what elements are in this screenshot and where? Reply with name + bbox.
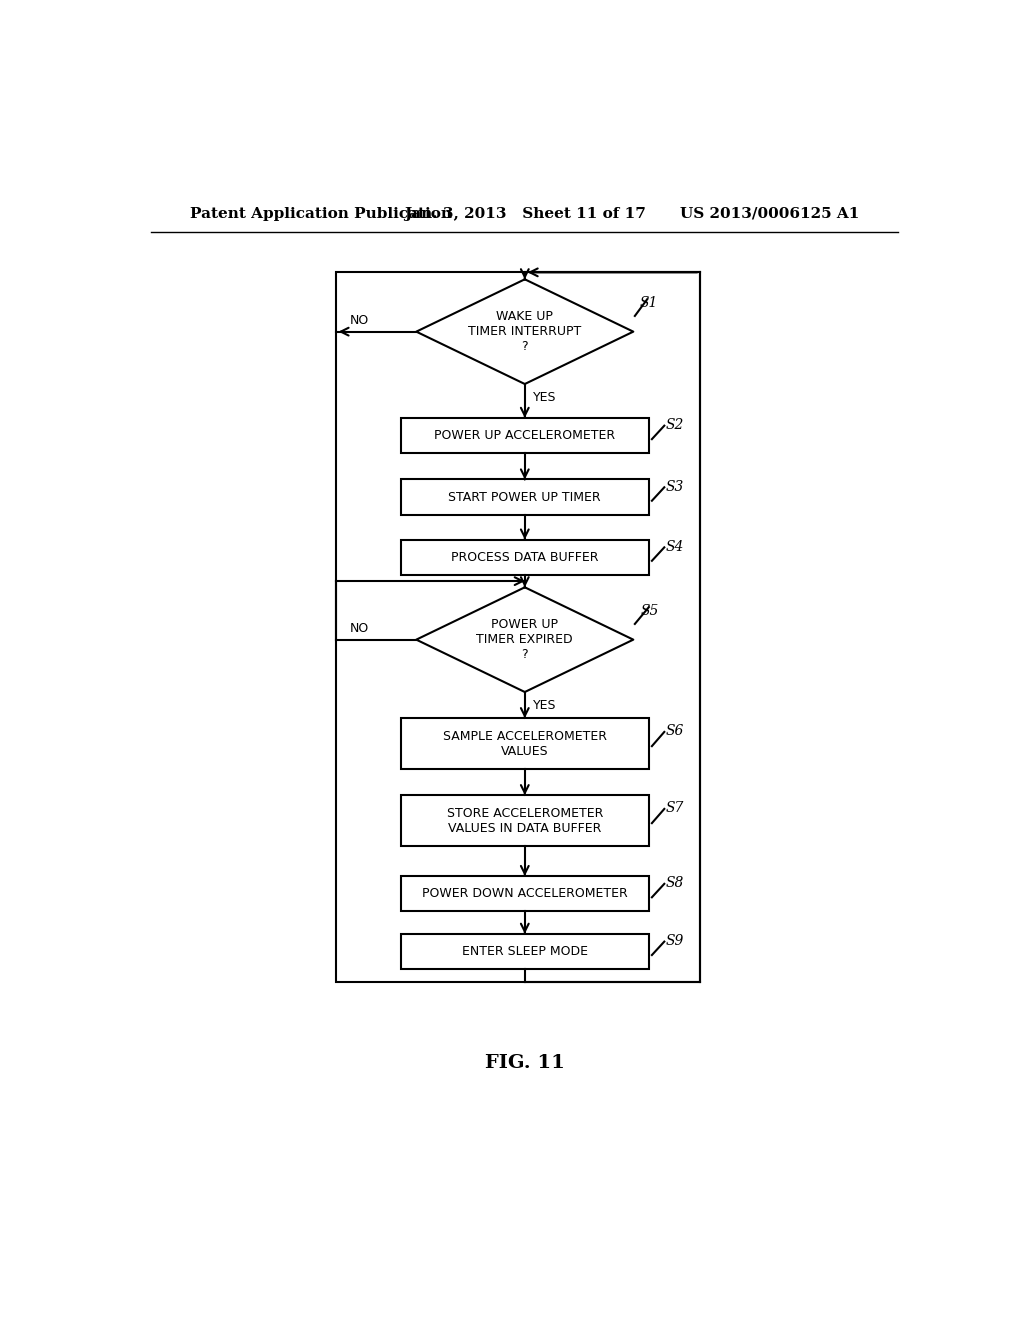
Text: S6: S6 — [666, 723, 684, 738]
Text: S4: S4 — [666, 540, 684, 553]
Text: START POWER UP TIMER: START POWER UP TIMER — [449, 491, 601, 504]
Text: YES: YES — [532, 700, 556, 713]
Text: ENTER SLEEP MODE: ENTER SLEEP MODE — [462, 945, 588, 958]
Text: YES: YES — [532, 391, 556, 404]
Bar — [400, 876, 649, 911]
Text: POWER UP
TIMER EXPIRED
?: POWER UP TIMER EXPIRED ? — [476, 618, 573, 661]
Bar — [400, 540, 649, 576]
Bar — [400, 933, 649, 969]
Text: SAMPLE ACCELEROMETER
VALUES: SAMPLE ACCELEROMETER VALUES — [442, 730, 607, 758]
Text: S3: S3 — [666, 479, 684, 494]
Text: POWER DOWN ACCELEROMETER: POWER DOWN ACCELEROMETER — [422, 887, 628, 900]
Text: Patent Application Publication: Patent Application Publication — [190, 207, 452, 220]
Text: FIG. 11: FIG. 11 — [484, 1055, 565, 1072]
Text: WAKE UP
TIMER INTERRUPT
?: WAKE UP TIMER INTERRUPT ? — [468, 310, 582, 354]
Bar — [400, 479, 649, 515]
Text: NO: NO — [349, 314, 369, 327]
Text: S2: S2 — [666, 418, 684, 432]
Text: S1: S1 — [640, 296, 657, 310]
Text: NO: NO — [349, 622, 369, 635]
Text: S7: S7 — [666, 801, 684, 814]
Bar — [336, 272, 700, 982]
Bar — [400, 718, 649, 770]
Bar — [400, 418, 649, 453]
Text: Jan. 3, 2013   Sheet 11 of 17: Jan. 3, 2013 Sheet 11 of 17 — [403, 207, 646, 220]
Text: S9: S9 — [666, 933, 684, 948]
Text: STORE ACCELEROMETER
VALUES IN DATA BUFFER: STORE ACCELEROMETER VALUES IN DATA BUFFE… — [446, 807, 603, 834]
Text: S5: S5 — [641, 603, 659, 618]
Bar — [400, 795, 649, 846]
Text: US 2013/0006125 A1: US 2013/0006125 A1 — [680, 207, 859, 220]
Text: POWER UP ACCELEROMETER: POWER UP ACCELEROMETER — [434, 429, 615, 442]
Text: S8: S8 — [666, 876, 684, 890]
Text: PROCESS DATA BUFFER: PROCESS DATA BUFFER — [451, 550, 599, 564]
